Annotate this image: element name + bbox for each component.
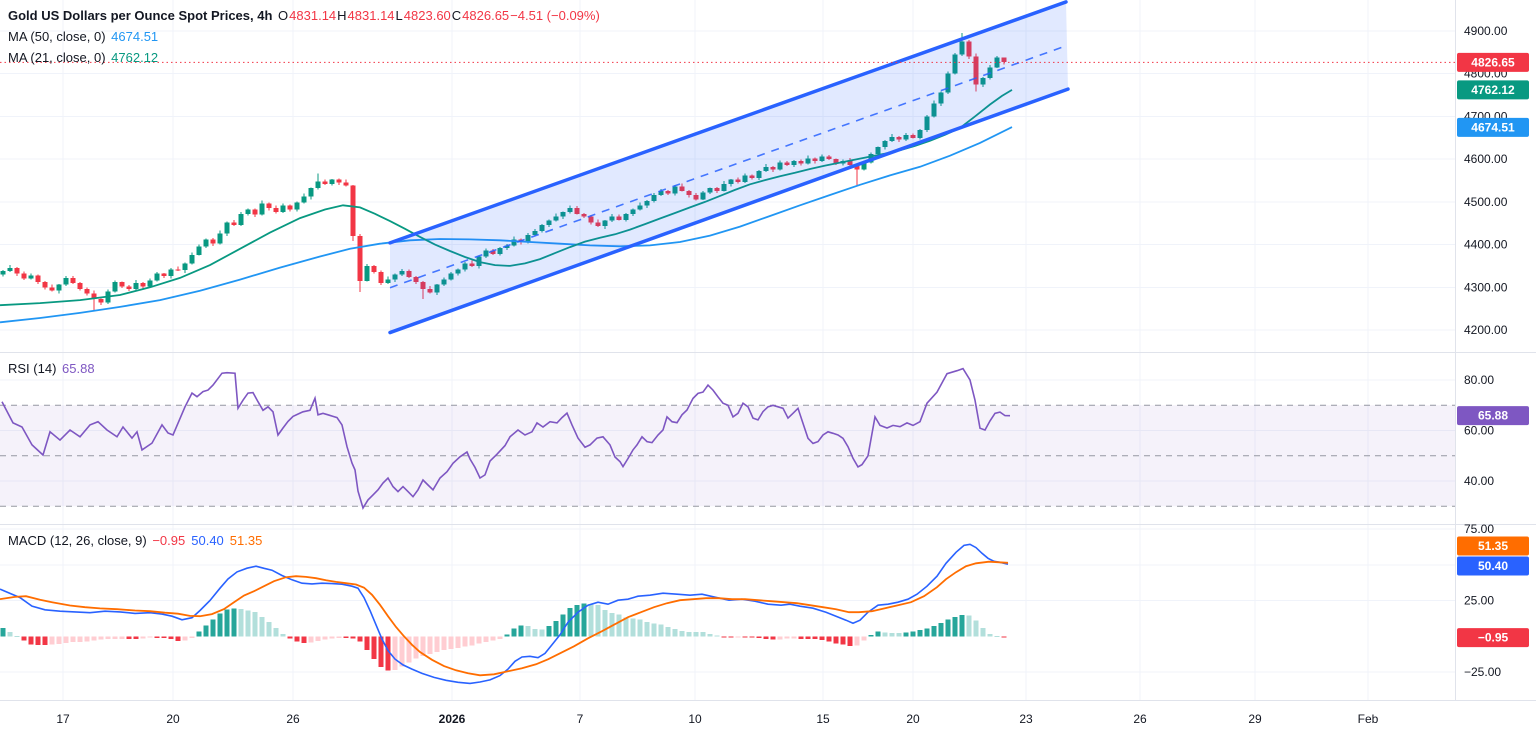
legend-segment: −0.95 — [152, 533, 186, 548]
symbol-title: Gold US Dollars per Ounce Spot Prices, 4… — [8, 8, 273, 23]
svg-text:17: 17 — [56, 712, 70, 726]
svg-text:23: 23 — [1019, 712, 1033, 726]
ma50-value: 4674.51 — [111, 29, 159, 44]
parallel-channel[interactable] — [388, 0, 1070, 335]
gridlines — [0, 0, 1455, 700]
legend-segment: H — [337, 8, 347, 23]
svg-text:2026: 2026 — [439, 712, 466, 726]
svg-text:4600.00: 4600.00 — [1464, 152, 1508, 166]
svg-text:15: 15 — [816, 712, 830, 726]
legend-segment: C — [451, 8, 462, 23]
svg-text:4500.00: 4500.00 — [1464, 195, 1508, 209]
svg-text:29: 29 — [1248, 712, 1262, 726]
svg-text:20: 20 — [166, 712, 180, 726]
svg-text:60.00: 60.00 — [1464, 424, 1494, 438]
legend-segment: 50.40 — [191, 533, 224, 548]
rsi-value: 65.88 — [62, 361, 95, 376]
ma50-line — [0, 126, 1013, 324]
axis-badges: 4826.65 4762.12 4674.51 65.88 51.35 50.40 −0.9… — [1457, 52, 1529, 648]
panel-separators — [0, 0, 1536, 701]
svg-text:4200.00: 4200.00 — [1464, 323, 1508, 337]
svg-text:65.88: 65.88 — [1478, 409, 1508, 423]
ma21-label: MA (21, close, 0) — [8, 50, 106, 65]
svg-text:26: 26 — [286, 712, 300, 726]
svg-text:26: 26 — [1133, 712, 1147, 726]
svg-text:75.00: 75.00 — [1464, 522, 1494, 536]
svg-text:51.35: 51.35 — [1478, 539, 1508, 553]
legend-segment: 4831.14 — [289, 8, 337, 23]
ma21-legend: MA (21, close, 0) 4762.12 — [8, 47, 160, 68]
main-legend: Gold US Dollars per Ounce Spot Prices, 4… — [8, 5, 603, 26]
svg-text:80.00: 80.00 — [1464, 373, 1494, 387]
svg-text:−0.95: −0.95 — [1478, 631, 1509, 645]
legend-segment: L — [395, 8, 403, 23]
legend-segment: 4831.14 — [347, 8, 395, 23]
macd-values: −0.95 50.40 51.35 — [152, 533, 268, 548]
rsi-line — [1, 367, 1011, 510]
svg-text:4762.12: 4762.12 — [1471, 83, 1515, 97]
rsi-label: RSI (14) — [8, 361, 57, 376]
time-axis[interactable]: 17 20 26 2026 7 10 15 20 23 26 29 Feb — [56, 712, 1378, 726]
rsi-levels — [0, 404, 1455, 507]
macd-label: MACD (12, 26, close, 9) — [8, 533, 147, 548]
svg-text:7: 7 — [577, 712, 584, 726]
svg-text:4900.00: 4900.00 — [1464, 24, 1508, 38]
ma50-legend: MA (50, close, 0) 4674.51 — [8, 26, 160, 47]
svg-text:25.00: 25.00 — [1464, 594, 1494, 608]
svg-text:10: 10 — [688, 712, 702, 726]
svg-text:4400.00: 4400.00 — [1464, 238, 1508, 252]
svg-text:Feb: Feb — [1358, 712, 1379, 726]
macd-signal-line — [0, 560, 1009, 677]
svg-text:50.40: 50.40 — [1478, 559, 1508, 573]
svg-text:20: 20 — [906, 712, 920, 726]
legend-segment: 51.35 — [229, 533, 263, 548]
legend-segment: O — [278, 8, 289, 23]
ohlc-values: O4831.14H4831.14L4823.60C4826.65−4.51 (−… — [278, 8, 601, 23]
svg-text:4674.51: 4674.51 — [1471, 120, 1515, 134]
legend-segment: −4.51 (−0.09%) — [510, 8, 600, 23]
candles-layer — [0, 33, 1007, 311]
svg-text:40.00: 40.00 — [1464, 474, 1494, 488]
legend-segment: 4823.60 — [403, 8, 451, 23]
ma21-value: 4762.12 — [111, 50, 159, 65]
svg-text:−25.00: −25.00 — [1464, 665, 1501, 679]
svg-text:4300.00: 4300.00 — [1464, 280, 1508, 294]
price-axis[interactable]: 4900.004800.004700.004600.004500.004400.… — [1464, 24, 1508, 679]
macd-histogram — [0, 603, 1007, 671]
ma21-line — [0, 89, 1013, 307]
macd-legend: MACD (12, 26, close, 9) −0.95 50.40 51.35 — [8, 530, 270, 551]
legend-segment: 4826.65 — [462, 8, 510, 23]
ma50-label: MA (50, close, 0) — [8, 29, 106, 44]
rsi-legend: RSI (14) 65.88 — [8, 358, 97, 379]
svg-text:4826.65: 4826.65 — [1471, 55, 1515, 69]
